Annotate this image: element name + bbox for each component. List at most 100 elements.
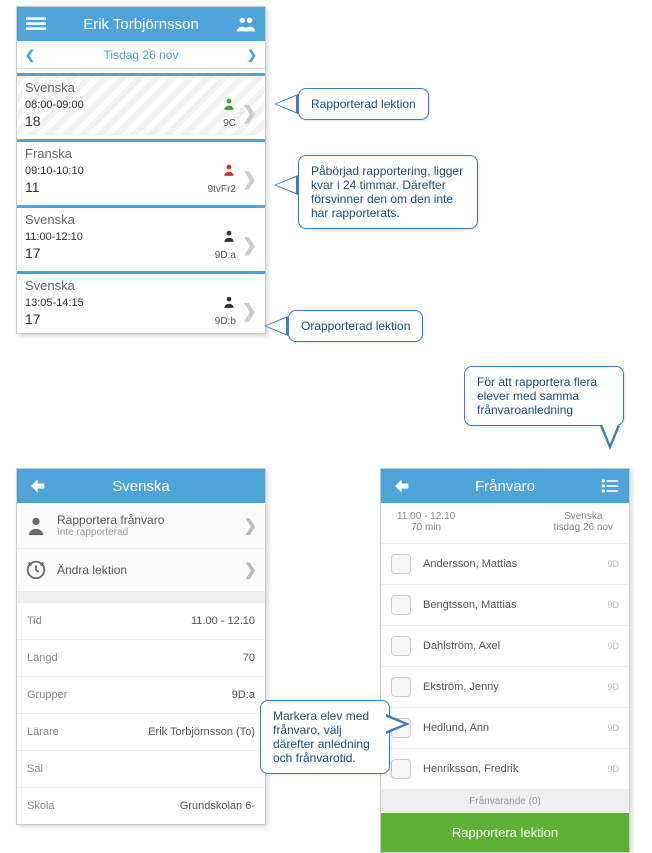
student-name: Ekström, Jenny bbox=[423, 681, 607, 693]
next-day-icon[interactable]: ❯ bbox=[247, 48, 257, 62]
status-icon bbox=[222, 229, 236, 243]
student-checkbox[interactable] bbox=[391, 595, 411, 615]
student-group: 9D bbox=[607, 641, 619, 651]
detail-row: Tid11.00 - 12.10 bbox=[17, 602, 265, 639]
student-row[interactable]: Ekström, Jenny 9D bbox=[381, 667, 629, 708]
callout-multi-select: För att rapportera flera elever med samm… bbox=[464, 366, 624, 426]
date-label: Tisdag 26 nov bbox=[104, 48, 179, 62]
header-bar: Frånvaro bbox=[381, 469, 629, 503]
callout-tail bbox=[386, 714, 410, 734]
lesson-row[interactable]: Svenska 08:00-09:00 18 9C ❯ bbox=[17, 73, 265, 135]
detail-value: 70 bbox=[243, 652, 255, 664]
detail-row: Skola Grundskolan 6- bbox=[17, 787, 265, 824]
chevron-right-icon: ❯ bbox=[242, 103, 257, 124]
back-icon[interactable] bbox=[389, 475, 411, 497]
student-row[interactable]: Andersson, Mattias 9D bbox=[381, 544, 629, 585]
status-icon bbox=[222, 97, 236, 111]
edit-lesson-row[interactable]: Ändra lektion ❯ bbox=[17, 549, 265, 592]
student-row[interactable]: Henriksson, Fredrik 9D bbox=[381, 749, 629, 790]
student-checkbox[interactable] bbox=[391, 636, 411, 656]
student-checkbox[interactable] bbox=[391, 554, 411, 574]
detail-label: Skola bbox=[27, 800, 55, 812]
chevron-right-icon: ❯ bbox=[244, 560, 257, 580]
lesson-group: 9C bbox=[222, 118, 236, 129]
student-name: Bengtsson, Mattias bbox=[423, 599, 607, 611]
prev-day-icon[interactable]: ❮ bbox=[25, 48, 35, 62]
chevron-right-icon: ❯ bbox=[242, 235, 257, 256]
lesson-name: Svenska bbox=[25, 278, 257, 293]
student-row[interactable]: Bengtsson, Mattias 9D bbox=[381, 585, 629, 626]
spacer bbox=[235, 475, 257, 497]
student-checkbox[interactable] bbox=[391, 677, 411, 697]
callout-tail bbox=[274, 175, 298, 195]
lesson-group: 9tvFr2 bbox=[208, 184, 236, 195]
lesson-name: Svenska bbox=[25, 80, 257, 95]
callout-tail bbox=[600, 426, 620, 450]
date-bar: ❮ Tisdag 26 nov ❯ bbox=[17, 41, 265, 69]
report-sublabel: Inte rapporterad bbox=[57, 527, 244, 538]
student-group: 9D bbox=[607, 723, 619, 733]
lesson-group: 9D:b bbox=[215, 316, 236, 327]
detail-value: 11.00 - 12.10 bbox=[191, 615, 255, 627]
student-name: Hedlund, Ann bbox=[423, 722, 607, 734]
absent-count-label: Frånvarande (0) bbox=[381, 790, 629, 813]
student-row[interactable]: Dahlström, Axel 9D bbox=[381, 626, 629, 667]
detail-value: 9D:a bbox=[232, 689, 255, 701]
student-checkbox[interactable] bbox=[391, 759, 411, 779]
student-group: 9D bbox=[607, 600, 619, 610]
header-title: Frånvaro bbox=[411, 478, 599, 495]
student-group: 9D bbox=[607, 559, 619, 569]
detail-row: Lärare Erik Torbjörnsson (To) bbox=[17, 713, 265, 750]
person-icon bbox=[25, 515, 47, 537]
callout-reported: Rapporterad lektion bbox=[298, 88, 429, 120]
lesson-time: 09:10-10:10 bbox=[25, 165, 84, 177]
lesson-time: 11:00-12:10 bbox=[25, 231, 83, 243]
chevron-right-icon: ❯ bbox=[244, 516, 257, 536]
student-row[interactable]: Hedlund, Ann 9D bbox=[381, 708, 629, 749]
header-bar: Svenska bbox=[17, 469, 265, 503]
callout-mark-student: Markera elev med frånvaro, välj därefter… bbox=[260, 700, 390, 774]
subject-label: Svenska bbox=[554, 511, 614, 522]
lesson-row[interactable]: Svenska 13:05-14:15 17 9D:b ❯ bbox=[17, 271, 265, 333]
clock-icon bbox=[25, 559, 47, 581]
student-group: 9D bbox=[607, 764, 619, 774]
student-name: Dahlström, Axel bbox=[423, 640, 607, 652]
detail-value: Grundskolan 6- bbox=[180, 800, 255, 812]
student-group: 9D bbox=[607, 682, 619, 692]
separator bbox=[17, 592, 265, 602]
detail-label: Längd bbox=[27, 652, 58, 664]
lesson-row[interactable]: Franska 09:10-10:10 11 9tvFr2 ❯ bbox=[17, 139, 265, 201]
lesson-row[interactable]: Svenska 11:00-12:10 17 9D:a ❯ bbox=[17, 205, 265, 267]
absence-screen: Frånvaro 11.00 - 12.10 70 min Svenska ti… bbox=[380, 468, 630, 853]
lesson-count: 17 bbox=[25, 311, 84, 327]
lesson-group: 9D:a bbox=[215, 250, 236, 261]
callout-tail bbox=[264, 316, 288, 336]
detail-label: Sal bbox=[27, 763, 43, 775]
lesson-count: 18 bbox=[25, 113, 84, 129]
report-absence-row[interactable]: Rapportera frånvaro Inte rapporterad ❯ bbox=[17, 503, 265, 549]
header-title: Svenska bbox=[47, 478, 235, 495]
report-lesson-button[interactable]: Rapportera lektion bbox=[381, 813, 629, 852]
lesson-time: 13:05-14:15 bbox=[25, 297, 84, 309]
list-icon[interactable] bbox=[599, 475, 621, 497]
back-icon[interactable] bbox=[25, 475, 47, 497]
detail-value: Erik Torbjörnsson (To) bbox=[148, 726, 255, 738]
menu-icon[interactable] bbox=[25, 13, 47, 35]
status-icon bbox=[222, 295, 236, 309]
lesson-name: Franska bbox=[25, 146, 257, 161]
lesson-count: 17 bbox=[25, 245, 83, 261]
lesson-count: 11 bbox=[25, 179, 84, 195]
detail-label: Grupper bbox=[27, 689, 67, 701]
detail-label: Lärare bbox=[27, 726, 59, 738]
callout-tail bbox=[274, 94, 298, 114]
time-label: 11.00 - 12.10 bbox=[397, 511, 455, 522]
people-icon[interactable] bbox=[235, 13, 257, 35]
student-name: Henriksson, Fredrik bbox=[423, 763, 607, 775]
callout-unreported: Orapporterad lektion bbox=[288, 310, 423, 342]
header-title: Erik Torbjörnsson bbox=[47, 16, 235, 33]
report-label: Rapportera frånvaro bbox=[57, 513, 244, 527]
lesson-subheader: 11.00 - 12.10 70 min Svenska tisdag 26 n… bbox=[381, 503, 629, 544]
duration-label: 70 min bbox=[397, 522, 455, 533]
lesson-name: Svenska bbox=[25, 212, 257, 227]
header-bar: Erik Torbjörnsson bbox=[17, 7, 265, 41]
